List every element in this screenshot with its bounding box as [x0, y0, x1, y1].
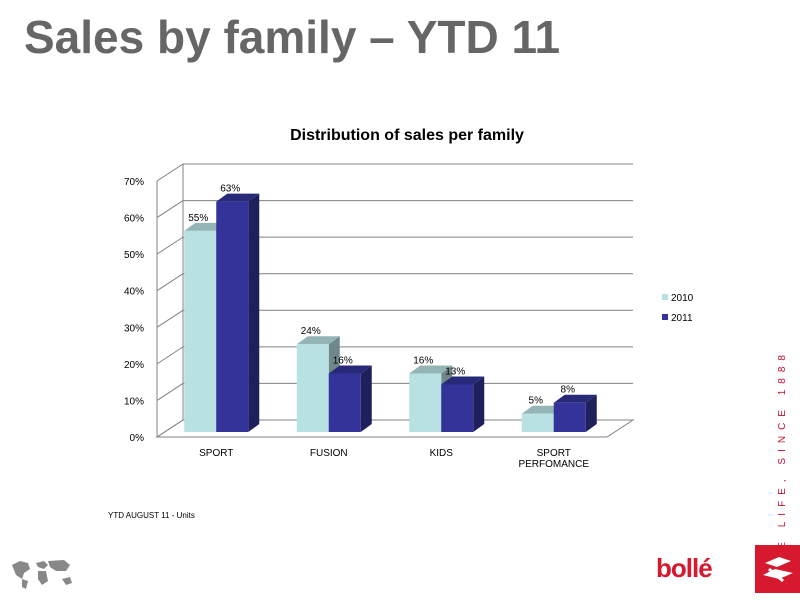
bar [328, 373, 361, 432]
gridline-side [156, 163, 184, 182]
data-label: 16% [413, 355, 433, 366]
footnote: YTD AUGUST 11 - Units [108, 511, 195, 520]
x-tick-label: SPORT [537, 448, 571, 459]
bar [409, 373, 442, 432]
x-tick-label: SPORT [199, 448, 233, 459]
bar-top [553, 394, 597, 403]
bar-top [216, 193, 260, 202]
bar [521, 413, 554, 432]
brand-tagline: THE LIFE, SINCE 1888 [777, 349, 788, 575]
bar-side [360, 365, 372, 432]
bar-top [328, 365, 372, 374]
brand-logo: bollé [656, 553, 713, 583]
gridline-side [156, 200, 184, 218]
y-tick-label: 0% [130, 433, 145, 444]
gridline-side [156, 309, 184, 328]
data-label: 13% [445, 366, 465, 377]
y-tick-label: 70% [124, 177, 144, 188]
legend-label: 2010 [671, 293, 694, 304]
bar-top [296, 336, 340, 345]
bar [216, 201, 249, 432]
brand-mark-icon [755, 545, 800, 593]
y-tick-label: 30% [124, 323, 144, 334]
bar [184, 230, 217, 432]
world-map-icon [12, 560, 72, 589]
y-tick-label: 20% [124, 360, 144, 371]
bar [553, 402, 586, 432]
bar-side [248, 193, 260, 432]
legend-swatch [662, 294, 668, 300]
y-tick-label: 50% [124, 250, 144, 261]
legend-swatch [662, 314, 668, 320]
x-tick-label: PERFOMANCE [518, 459, 589, 470]
legend: 2010 2011 [662, 293, 694, 324]
data-label: 8% [561, 385, 576, 396]
bar-top [409, 365, 453, 374]
x-tick-label: KIDS [430, 448, 454, 459]
data-label: 24% [301, 326, 321, 337]
gridline-side [156, 236, 184, 255]
gridline-side [156, 383, 184, 401]
chart-title: Distribution of sales per family [290, 127, 524, 144]
gridline-side [156, 346, 184, 365]
plot-area: 0% 10% 20% 30% 40% 50% 60% 70% 55% 63% SPORT 24% 16%… [124, 163, 635, 470]
data-label: 55% [188, 213, 208, 224]
y-tick-label: 60% [124, 214, 144, 225]
data-label: 16% [333, 355, 353, 366]
slide-title: Sales by family – YTD 11 [24, 11, 561, 63]
x-tick-label: FUSION [310, 448, 348, 459]
bar [441, 384, 474, 432]
bar [296, 344, 329, 432]
data-label: 5% [529, 396, 544, 407]
bar-side [473, 376, 485, 432]
chart-floor [155, 419, 635, 438]
y-tick-label: 40% [124, 287, 144, 298]
bar-side [585, 394, 597, 432]
y-tick-label: 10% [124, 396, 144, 407]
legend-label: 2011 [671, 313, 693, 324]
bar-top [441, 376, 485, 385]
gridline-side [156, 273, 184, 292]
data-label: 63% [220, 184, 240, 195]
